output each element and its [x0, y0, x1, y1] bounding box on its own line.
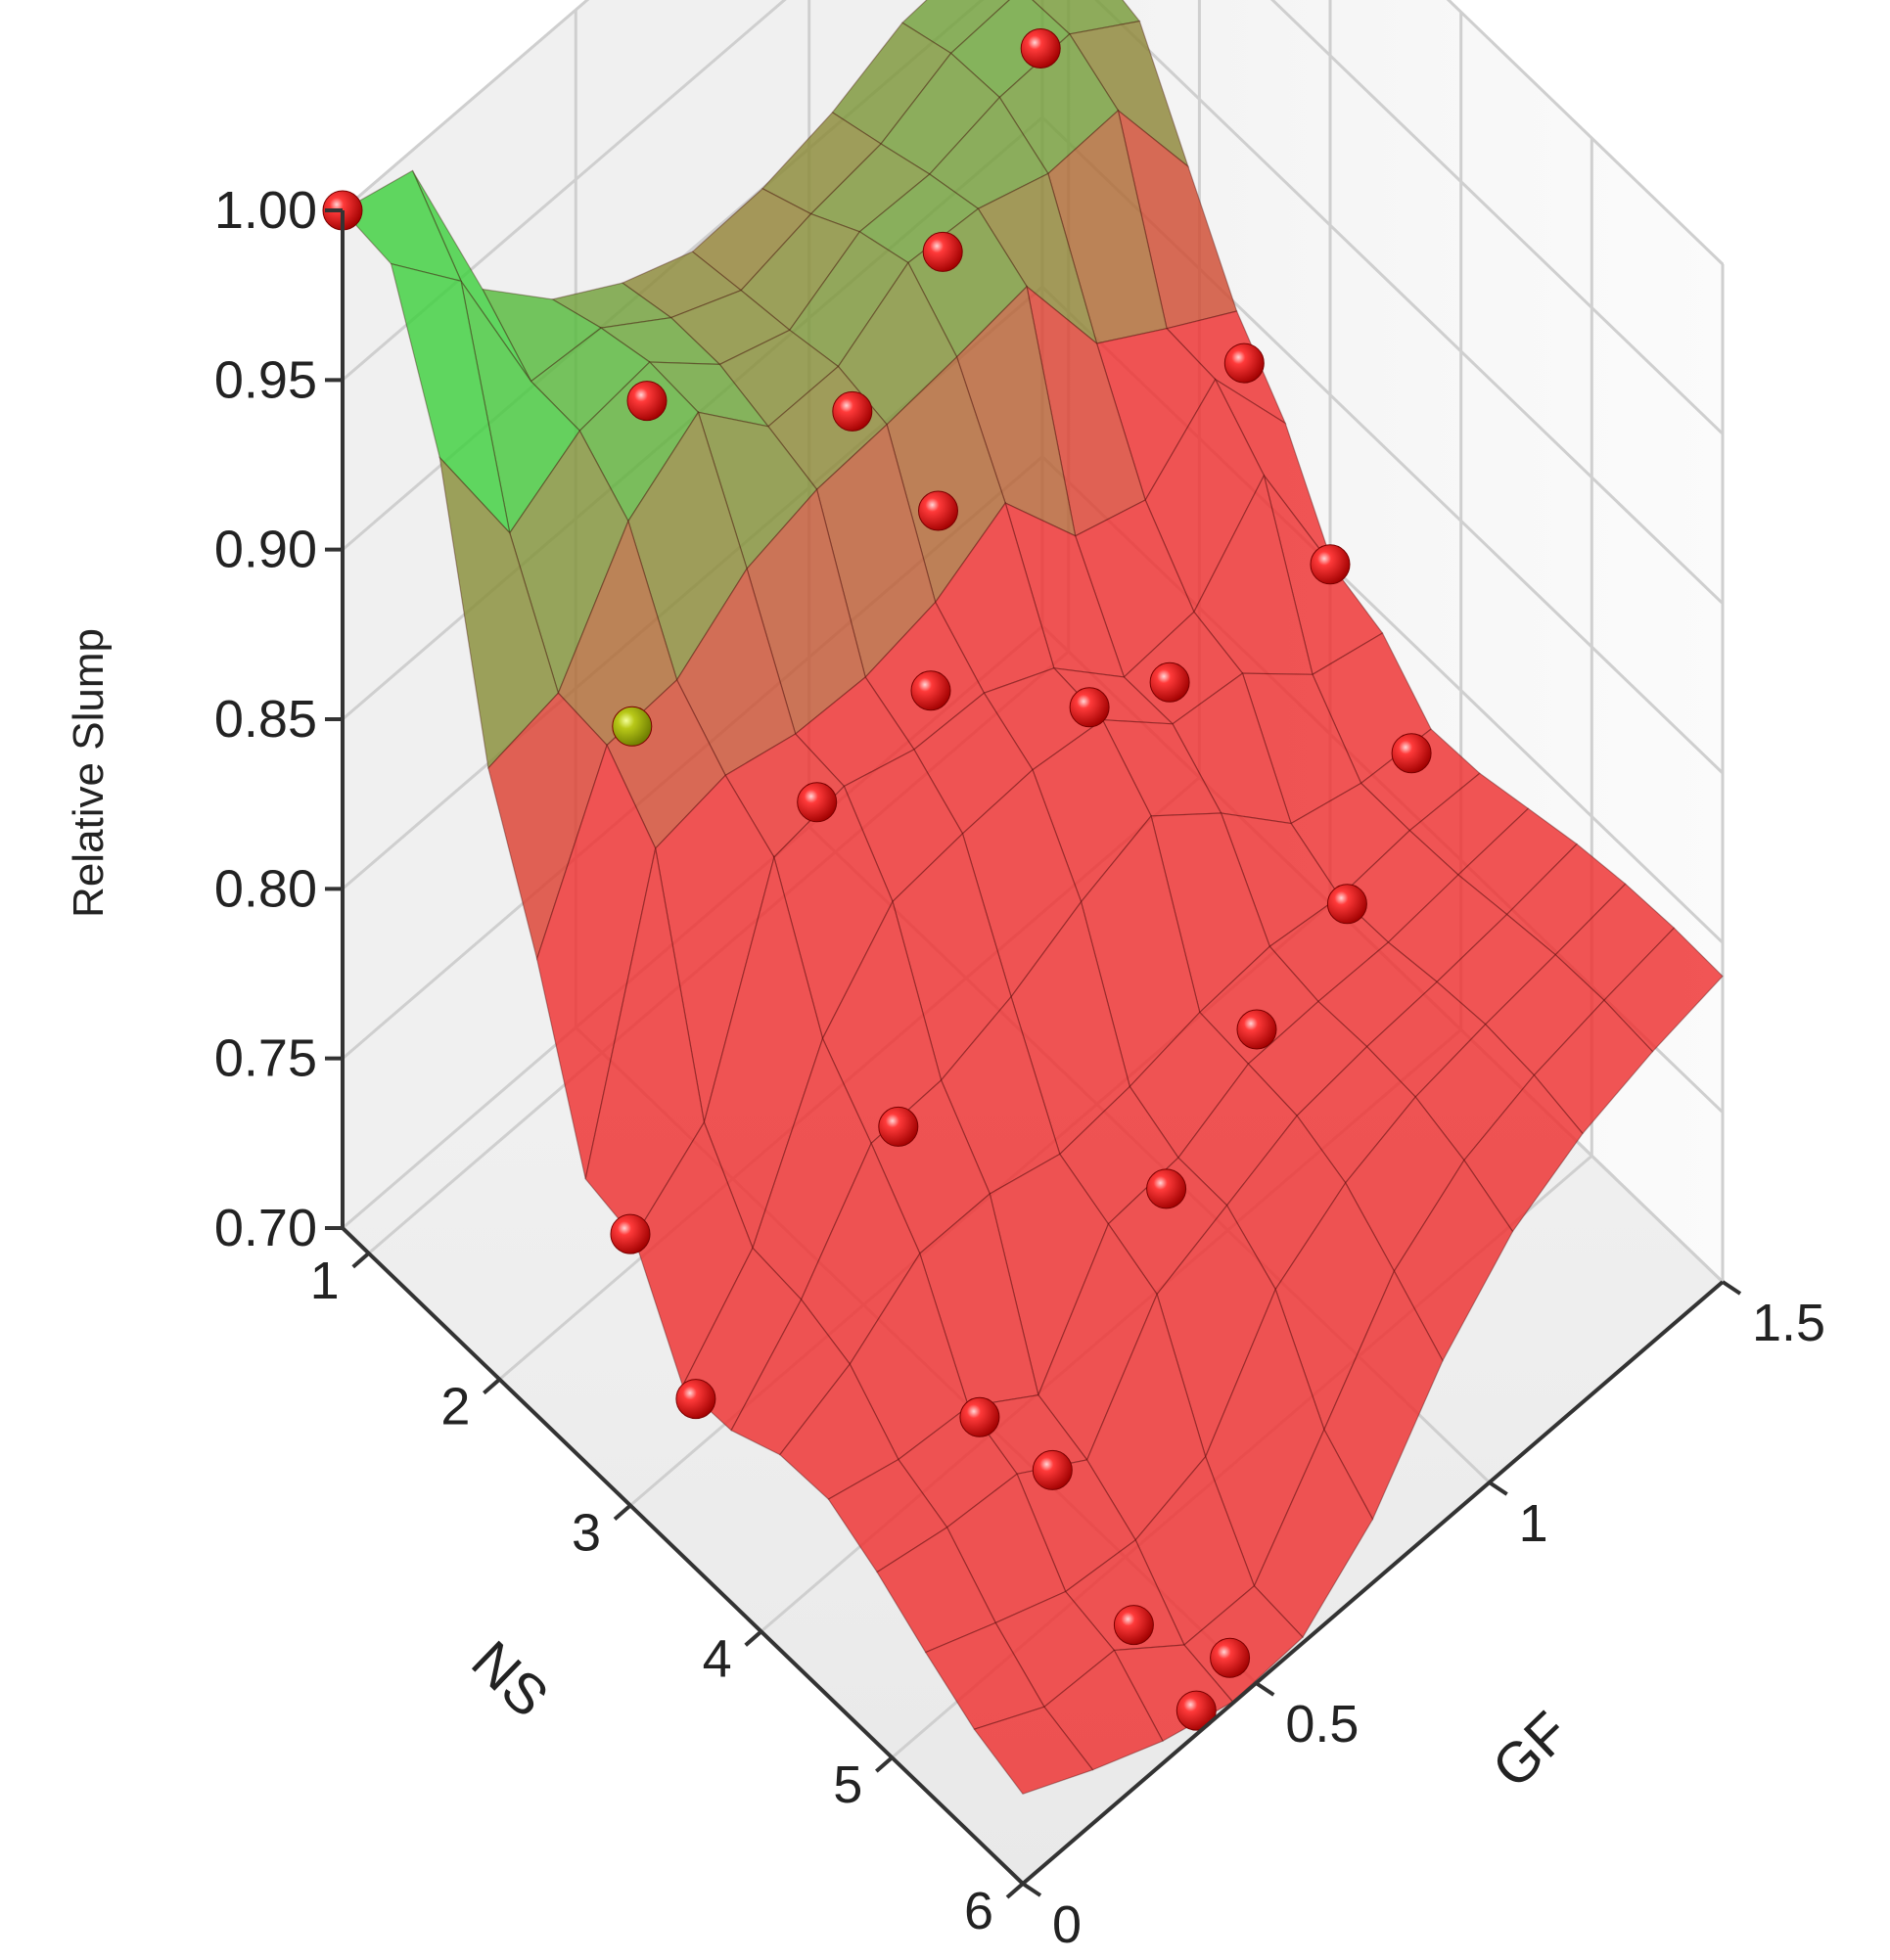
surface-patch [1043, 1649, 1164, 1771]
data-point-marker [959, 1396, 1000, 1437]
gf-axis-title: GF [1480, 1700, 1581, 1800]
ns-tick-label: 2 [440, 1378, 470, 1436]
ns-axis-line [341, 1226, 1025, 1886]
data-point-marker [1326, 884, 1367, 925]
data-markers [322, 28, 1432, 1731]
gf-tick-label: 0 [1052, 1895, 1082, 1954]
data-point-marker [1113, 1605, 1154, 1646]
gf-tick-mark [1255, 1681, 1275, 1697]
ns-tick-mark [1005, 1882, 1025, 1899]
ns-tick-label: 4 [703, 1629, 732, 1688]
z-tick-label: 0.80 [214, 859, 317, 918]
data-point-marker [797, 782, 838, 823]
data-point-marker [1391, 733, 1432, 774]
gf-tick-label: 1 [1519, 1494, 1548, 1553]
gf-tick-mark [1488, 1481, 1508, 1496]
data-point-marker [910, 670, 951, 711]
surface-patch [901, 0, 1011, 55]
gf-tick-mark [1721, 1280, 1742, 1296]
ns-tick-mark [483, 1378, 501, 1395]
data-point-marker [922, 231, 963, 272]
ns-tick-mark [613, 1503, 632, 1521]
data-point-marker [1146, 1168, 1187, 1209]
z-axis-title: Relative Slump [65, 628, 113, 918]
z-tick-label: 0.90 [214, 521, 317, 579]
data-point-marker [1149, 661, 1190, 703]
data-point-marker [675, 1379, 716, 1420]
data-point-marker [1032, 1449, 1073, 1490]
gf-axis-line [1021, 1280, 1725, 1886]
ns-tick-mark [351, 1252, 371, 1269]
ns-tick-label: 6 [964, 1882, 993, 1940]
z-tick-label: 0.75 [214, 1029, 317, 1088]
data-point-marker [878, 1106, 919, 1147]
surface-patch [1533, 999, 1654, 1135]
data-point-marker [1175, 1690, 1217, 1731]
surface-patch [973, 1706, 1094, 1796]
data-point-marker [1020, 28, 1061, 68]
z-tick-label: 0.95 [214, 350, 317, 409]
ns-tick-label: 1 [310, 1252, 340, 1310]
gf-tick-label: 0.5 [1285, 1695, 1359, 1754]
ns-tick-mark [875, 1755, 894, 1773]
data-point-marker [1069, 687, 1110, 728]
ns-tick-label: 5 [833, 1755, 862, 1814]
data-point-marker [612, 706, 653, 747]
z-tick-label: 0.85 [214, 690, 317, 749]
surface-patch [1463, 1073, 1584, 1233]
data-point-marker [1236, 1009, 1277, 1050]
axes [325, 208, 1742, 1899]
gf-tick-mark [1021, 1882, 1042, 1897]
data-point-marker [1210, 1637, 1251, 1678]
ns-axis-title: NS [459, 1629, 560, 1730]
data-point-marker [1223, 342, 1265, 384]
z-tick-label: 0.70 [214, 1199, 317, 1257]
data-point-marker [918, 490, 958, 531]
gf-tick-label: 1.5 [1752, 1294, 1825, 1352]
ns-tick-mark [744, 1629, 763, 1647]
data-point-marker [1310, 544, 1351, 585]
data-point-marker [610, 1213, 651, 1254]
data-point-marker [626, 381, 668, 422]
surface-patch [1603, 927, 1724, 1053]
z-tick-label: 1.00 [214, 181, 317, 240]
ns-tick-label: 3 [572, 1503, 601, 1562]
data-point-marker [832, 390, 873, 432]
